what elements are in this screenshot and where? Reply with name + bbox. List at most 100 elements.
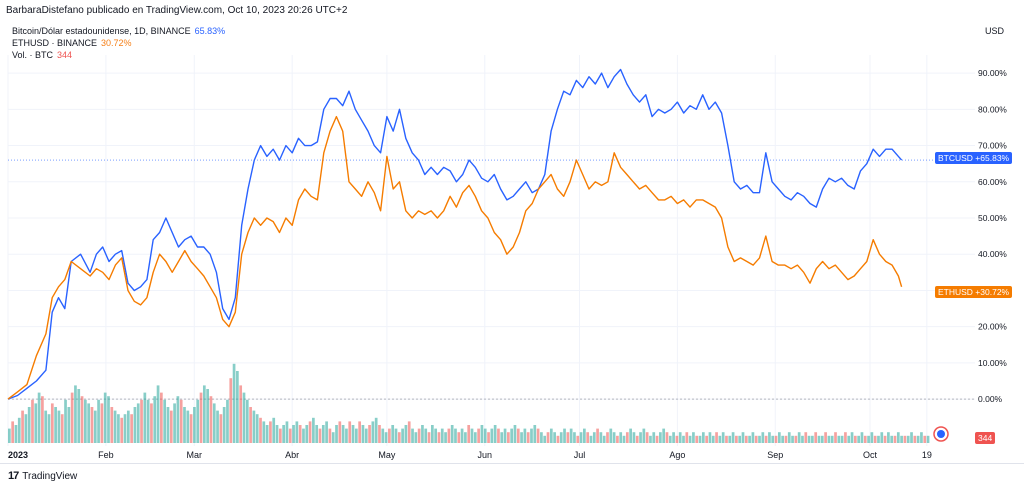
- volume-bar: [100, 403, 104, 443]
- volume-bar: [695, 435, 699, 443]
- volume-bar: [295, 421, 299, 443]
- volume-bar: [625, 432, 629, 443]
- volume-bar: [84, 399, 87, 443]
- eth-price-tag: ETHUSD +30.72%: [935, 286, 1013, 298]
- volume-bar: [120, 417, 124, 443]
- volume-bar: [507, 432, 510, 443]
- volume-bar: [645, 432, 649, 443]
- chart-legend: Bitcoin/Dólar estadounidense, 1D, BINANC…: [12, 25, 225, 61]
- volume-bar: [444, 432, 447, 443]
- volume-bar: [179, 399, 183, 443]
- volume-bar: [576, 435, 580, 443]
- volume-bar: [437, 432, 441, 443]
- volume-bar: [285, 421, 289, 443]
- volume-bar: [490, 428, 494, 443]
- volume-bar: [672, 432, 675, 443]
- volume-bar: [87, 403, 91, 443]
- volume-bar: [758, 435, 761, 443]
- volume-bar: [728, 435, 732, 443]
- volume-bar: [890, 435, 894, 443]
- volume-bar: [361, 425, 365, 443]
- volume-bar: [242, 392, 246, 443]
- volume-bar: [282, 425, 285, 443]
- volume-bar: [74, 385, 77, 443]
- volume-bar: [563, 428, 566, 443]
- y-tick-label: 10.00%: [978, 358, 1007, 368]
- volume-bar: [741, 432, 745, 443]
- volume-bar: [123, 414, 127, 443]
- legend-eth-value: 30.72%: [101, 38, 132, 48]
- volume-bar: [37, 392, 41, 443]
- volume-bar: [811, 435, 814, 443]
- volume-bar: [910, 432, 913, 443]
- legend-row-btc[interactable]: Bitcoin/Dólar estadounidense, 1D, BINANC…: [12, 25, 225, 37]
- volume-bar: [460, 428, 464, 443]
- volume-bar: [632, 432, 636, 443]
- volume-bar: [464, 432, 467, 443]
- volume-bar: [50, 403, 54, 443]
- legend-row-eth[interactable]: ETHUSD · BINANCE 30.72%: [12, 37, 225, 49]
- volume-bar: [27, 407, 31, 443]
- volume-bar: [708, 432, 712, 443]
- legend-eth-label: ETHUSD · BINANCE: [12, 38, 98, 48]
- volume-bar: [331, 432, 335, 443]
- volume-bar: [903, 435, 907, 443]
- volume-bar: [748, 435, 751, 443]
- x-tick-label: Oct: [863, 450, 878, 460]
- volume-bar: [566, 432, 570, 443]
- volume-bar: [655, 435, 659, 443]
- volume-bar: [384, 432, 388, 443]
- volume-bar: [480, 425, 484, 443]
- volume-bar: [265, 425, 269, 443]
- volume-bar: [371, 421, 375, 443]
- volume-bar: [335, 425, 338, 443]
- x-tick-label: Feb: [98, 450, 114, 460]
- volume-bar: [249, 407, 252, 443]
- volume-bar: [8, 428, 11, 443]
- volume-bar: [153, 396, 157, 443]
- volume-bar: [787, 432, 791, 443]
- volume-bar: [801, 435, 804, 443]
- volume-bar: [860, 432, 864, 443]
- legend-row-vol[interactable]: Vol. · BTC 344: [12, 49, 225, 61]
- volume-bar: [493, 425, 497, 443]
- tradingview-logo-icon: 17: [8, 470, 19, 482]
- volume-bar: [530, 428, 533, 443]
- volume-bar: [606, 432, 609, 443]
- volume-bar: [863, 435, 867, 443]
- volume-bar: [226, 399, 229, 443]
- volume-bar: [781, 435, 784, 443]
- volume-bar: [169, 410, 173, 443]
- volume-bar: [133, 407, 137, 443]
- volume-bar: [97, 399, 100, 443]
- volume-bar: [761, 432, 765, 443]
- volume-bar: [219, 414, 223, 443]
- volume-bar: [616, 435, 619, 443]
- volume-bar: [457, 432, 461, 443]
- y-tick-label: 50.00%: [978, 213, 1007, 223]
- volume-bar: [292, 425, 295, 443]
- volume-bar: [857, 435, 861, 443]
- x-tick-label: Mar: [187, 450, 203, 460]
- volume-bar: [500, 432, 504, 443]
- volume-bar: [768, 432, 771, 443]
- volume-bar: [497, 428, 500, 443]
- volume-bar: [536, 428, 540, 443]
- volume-bar: [920, 432, 923, 443]
- volume-bar: [764, 435, 768, 443]
- volume-bar: [354, 428, 358, 443]
- volume-bar: [245, 399, 249, 443]
- volume-bar: [236, 371, 239, 443]
- volume-bar: [830, 435, 834, 443]
- publish-line: BarbaraDistefano publicado en TradingVie…: [6, 5, 348, 16]
- volume-bar: [877, 435, 880, 443]
- currency-label[interactable]: USD: [985, 26, 1005, 36]
- legend-btc-value: 65.83%: [194, 26, 226, 36]
- volume-bar: [31, 399, 34, 443]
- volume-bar: [735, 435, 738, 443]
- volume-bar: [678, 432, 682, 443]
- volume-bar: [599, 432, 603, 443]
- volume-bar: [278, 428, 282, 443]
- volume-bar: [791, 435, 794, 443]
